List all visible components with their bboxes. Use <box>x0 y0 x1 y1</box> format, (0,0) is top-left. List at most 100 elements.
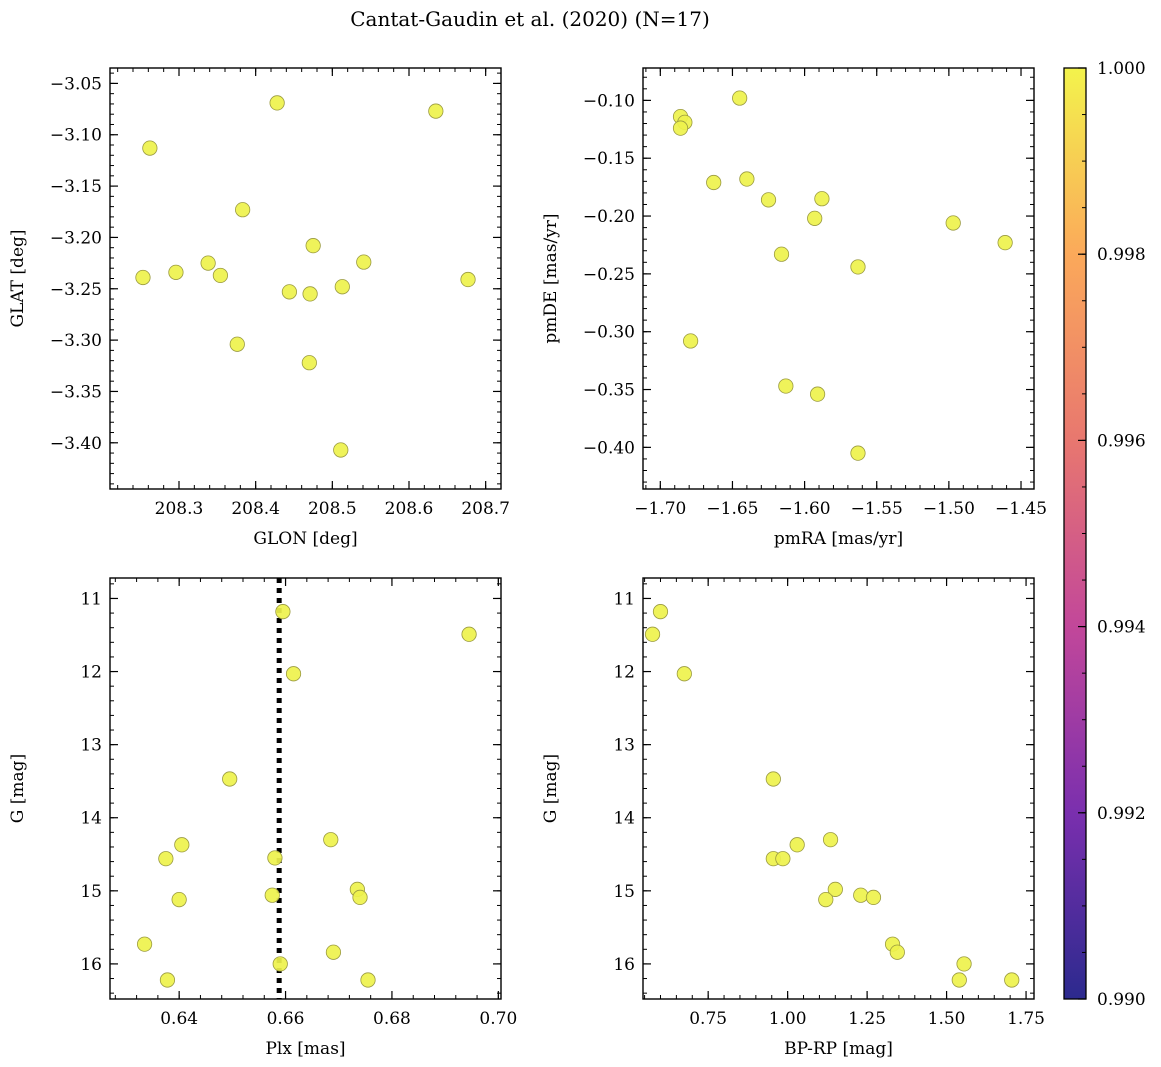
y-tick-label: 16 <box>613 955 635 975</box>
colorbar-tick-label: 0.998 <box>1097 245 1146 265</box>
y-tick-label: −3.35 <box>50 382 102 402</box>
colorbar-tick-label: 0.992 <box>1097 804 1146 824</box>
data-point <box>789 837 805 853</box>
data-point <box>159 972 176 988</box>
data-point <box>285 666 302 682</box>
data-point <box>822 832 839 848</box>
x-tick-label: −1.55 <box>851 499 903 519</box>
x-tick-label: 208.4 <box>231 499 280 519</box>
x-tick-label: 208.7 <box>461 499 510 519</box>
data-point <box>212 267 228 284</box>
y-axis-label: pmDE [mas/yr] <box>541 213 561 343</box>
y-axis-label: G [mag] <box>8 754 28 823</box>
data-point <box>168 264 184 280</box>
data-point <box>807 210 823 226</box>
data-point <box>865 889 882 906</box>
colorbar-tick-label: 1.000 <box>1097 59 1146 79</box>
data-point <box>171 891 187 908</box>
data-point <box>706 174 722 191</box>
data-point <box>809 386 826 402</box>
data-point <box>281 284 297 300</box>
y-tick-label: −0.35 <box>583 381 635 401</box>
data-point <box>323 832 339 848</box>
y-axis-label: G [mag] <box>541 754 561 823</box>
data-point <box>739 171 755 187</box>
y-tick-label: −3.05 <box>50 74 102 94</box>
panel-bprp-g: 0.75 1.00 1.25 1.50 1.75 11 12 13 14 15 16 BP-RP [m… <box>541 577 1045 1059</box>
data-point <box>275 604 291 620</box>
panel-plx-g: 0.64 0.66 0.68 0.70 11 12 13 14 15 16 Plx [mas] G [… <box>8 577 517 1059</box>
y-tick-label: 11 <box>613 589 635 609</box>
axes-frame <box>109 577 502 1000</box>
axes-frame <box>109 67 502 490</box>
data-point <box>818 891 834 908</box>
y-tick-label: 12 <box>613 663 635 683</box>
y-tick-label: −3.25 <box>50 280 102 300</box>
data-point <box>461 626 477 642</box>
x-tick-label: 0.70 <box>479 1009 517 1029</box>
y-tick-label: 14 <box>613 809 635 829</box>
data-point <box>269 95 285 111</box>
data-point <box>676 666 692 682</box>
y-tick-label: −3.10 <box>50 126 102 146</box>
data-point <box>142 140 158 156</box>
x-tick-label: 0.75 <box>689 1009 727 1029</box>
x-tick-label: 208.5 <box>308 499 357 519</box>
data-point <box>956 956 972 972</box>
data-point <box>652 604 669 620</box>
data-point <box>272 956 288 972</box>
x-tick-label: 208.3 <box>155 499 204 519</box>
y-tick-label: −0.15 <box>583 149 635 169</box>
scatter-panels: 208.3 208.4 208.5 208.6 208.7 −3.05 −3.10 −3.15… <box>8 67 1047 1059</box>
data-point <box>732 90 748 106</box>
x-tick-label: 208.6 <box>385 499 434 519</box>
x-tick-label: −1.45 <box>995 499 1047 519</box>
y-tick-label: 12 <box>80 663 102 683</box>
x-tick-label: 1.50 <box>928 1009 966 1029</box>
data-point <box>229 336 245 352</box>
data-point <box>814 191 830 207</box>
panel-glon-glat: 208.3 208.4 208.5 208.6 208.7 −3.05 −3.10 −3.15… <box>8 67 510 549</box>
y-tick-label: −3.15 <box>50 177 102 197</box>
x-tick-label: 1.25 <box>848 1009 886 1029</box>
axes-frame <box>642 67 1035 490</box>
data-point <box>352 889 368 906</box>
axes-frame <box>642 577 1035 1000</box>
panel-pm: −1.70 −1.65 −1.60 −1.55 −1.50 −1.45 −0.10 −0.15… <box>541 67 1047 549</box>
data-point <box>428 103 444 119</box>
data-point <box>644 626 661 642</box>
data-point <box>325 944 342 960</box>
data-point <box>222 771 238 787</box>
data-point <box>765 771 781 787</box>
x-axis-label: BP-RP [mag] <box>784 1039 893 1059</box>
y-tick-label: −0.25 <box>583 265 635 285</box>
data-point <box>773 246 790 262</box>
data-point <box>945 215 961 231</box>
x-axis-label: Plx [mas] <box>265 1039 345 1059</box>
colorbar: 0.990 0.992 0.994 0.996 0.998 1.000 <box>1063 59 1146 1010</box>
data-point <box>997 235 1013 251</box>
y-tick-label: 15 <box>80 882 102 902</box>
data-point <box>672 120 689 136</box>
colorbar-tick-label: 0.994 <box>1097 618 1146 638</box>
data-point <box>136 936 153 952</box>
x-tick-label: 0.66 <box>267 1009 305 1029</box>
y-tick-label: 15 <box>613 882 635 902</box>
data-point <box>356 254 372 270</box>
data-point <box>135 269 151 286</box>
x-tick-label: −1.65 <box>706 499 758 519</box>
x-tick-label: 0.68 <box>373 1009 411 1029</box>
y-tick-label: −0.40 <box>583 438 635 458</box>
data-point <box>760 192 777 208</box>
data-point <box>305 238 321 254</box>
x-tick-label: −1.70 <box>634 499 686 519</box>
data-point <box>301 355 317 371</box>
colorbar-tick-label: 0.990 <box>1097 990 1146 1010</box>
data-point <box>264 887 280 903</box>
x-tick-label: 1.75 <box>1007 1009 1045 1029</box>
y-tick-label: 16 <box>80 955 102 975</box>
minor-ticks <box>110 578 501 999</box>
data-point <box>850 445 866 461</box>
data-point <box>302 286 318 302</box>
